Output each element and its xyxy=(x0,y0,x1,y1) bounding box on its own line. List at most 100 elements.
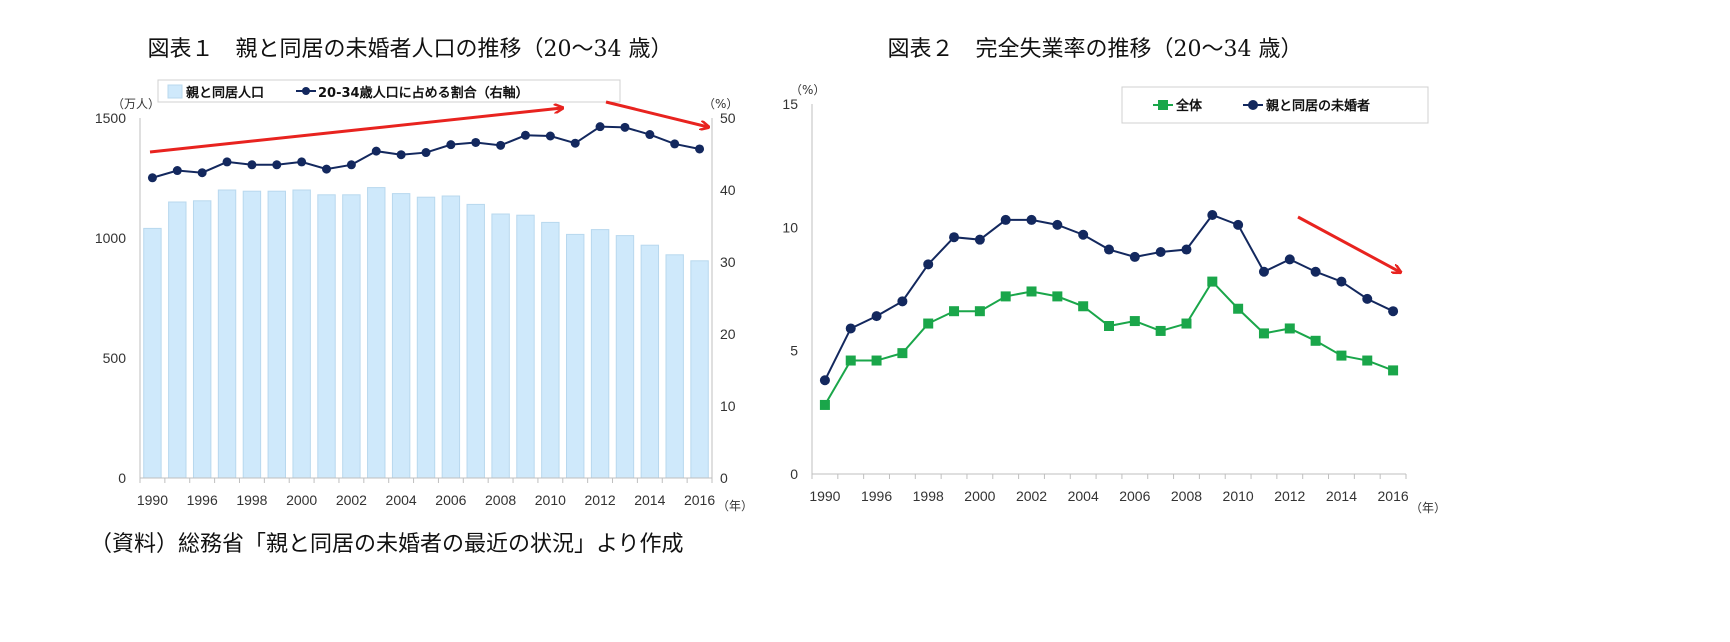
overall-point xyxy=(897,348,908,359)
x-tick-label: 2000 xyxy=(286,492,317,508)
overall-point xyxy=(1233,303,1244,314)
ratio-point xyxy=(545,131,555,141)
x-tick-label: 2014 xyxy=(1326,488,1357,504)
bar xyxy=(665,254,684,479)
left-y-tick-label: 500 xyxy=(103,350,127,366)
cohabiting-point xyxy=(1000,214,1011,225)
cohabiting-point xyxy=(819,375,830,386)
x-tick-label: 1990 xyxy=(137,492,168,508)
x-tick-label: 1996 xyxy=(187,492,218,508)
bar xyxy=(342,194,361,479)
bar xyxy=(391,193,411,479)
right-y-tick-label: 20 xyxy=(720,326,736,342)
cohabiting-point xyxy=(1052,219,1063,230)
source-note: （資料）総務省「親と同居の未婚者の最近の状況」より作成 xyxy=(90,532,684,557)
legend-line-marker xyxy=(302,87,310,95)
right-y-tick-label: 30 xyxy=(720,254,736,270)
right-y-tick-label: 40 xyxy=(720,182,736,198)
ratio-point xyxy=(272,160,282,170)
bar xyxy=(615,235,635,479)
ratio-point xyxy=(520,130,530,140)
x-tick-label: 2008 xyxy=(1171,488,1202,504)
trend-arrow-down-2 xyxy=(1297,215,1400,272)
legend-bar-swatch xyxy=(167,84,183,99)
x-tick-label: 2016 xyxy=(684,492,715,508)
ratio-point xyxy=(595,122,605,132)
overall-point xyxy=(1104,321,1114,331)
chart1-right-unit: （%） xyxy=(703,97,738,111)
legend-circle-marker xyxy=(1248,100,1258,110)
x-tick-label: 2002 xyxy=(1016,488,1047,504)
bar xyxy=(242,190,262,479)
bar xyxy=(192,200,212,479)
overall-point xyxy=(1129,316,1140,327)
x-tick-label: 2010 xyxy=(535,492,566,508)
x-tick-label: 2004 xyxy=(1068,488,1099,504)
chart1-x-unit: （年） xyxy=(717,499,753,513)
overall-point xyxy=(1026,286,1037,297)
ratio-point xyxy=(446,140,456,150)
bar xyxy=(541,221,560,479)
ratio-point xyxy=(496,140,506,150)
x-tick-label: 1998 xyxy=(236,492,267,508)
left-y-tick-label: 0 xyxy=(118,470,126,486)
bar xyxy=(217,189,237,479)
cohabiting-point xyxy=(1336,276,1347,287)
overall-point xyxy=(974,306,985,317)
overall-point xyxy=(1000,291,1011,302)
cohabiting-point xyxy=(1207,210,1218,220)
bar xyxy=(491,213,510,479)
right-y-tick-label: 0 xyxy=(720,470,728,486)
overall-line xyxy=(824,279,1394,406)
overall-point xyxy=(1052,291,1063,302)
x-tick-label: 2012 xyxy=(1274,488,1305,504)
x-tick-label: 1998 xyxy=(913,488,944,504)
chart1-title: 図表１ 親と同居の未婚者人口の推移（20～34 歳） xyxy=(148,37,673,62)
y-tick-label: 10 xyxy=(782,219,798,235)
overall-point xyxy=(819,399,830,410)
ratio-point xyxy=(297,157,307,167)
left-y-tick-label: 1500 xyxy=(95,110,126,126)
y-tick-label: 0 xyxy=(790,466,798,482)
ratio-point xyxy=(197,168,207,178)
x-tick-label: 2010 xyxy=(1223,488,1254,504)
right-y-tick-label: 50 xyxy=(720,110,736,126)
cohabiting-point xyxy=(949,232,960,243)
cohabiting-point xyxy=(897,296,908,307)
overall-point xyxy=(845,355,856,366)
x-tick-label: 2002 xyxy=(336,492,367,508)
bar xyxy=(292,189,311,479)
bar xyxy=(516,214,535,479)
cohabiting-point xyxy=(974,234,985,245)
ratio-point xyxy=(645,130,655,140)
bar xyxy=(267,190,286,479)
overall-point xyxy=(1078,301,1089,312)
ratio-point xyxy=(620,122,630,132)
cohabiting-point xyxy=(1026,214,1037,225)
bar xyxy=(143,227,162,479)
trend-arrow-down xyxy=(605,100,708,127)
cohabiting-point xyxy=(1078,229,1089,240)
overall-point xyxy=(1155,325,1166,336)
overall-point xyxy=(923,318,934,329)
x-tick-label: 2006 xyxy=(435,492,466,508)
overall-point xyxy=(1336,350,1347,361)
bar xyxy=(367,187,386,479)
x-tick-label: 2016 xyxy=(1378,488,1409,504)
overall-point xyxy=(1207,276,1218,287)
ratio-point xyxy=(247,160,257,170)
ratio-point xyxy=(396,150,406,160)
x-tick-label: 2000 xyxy=(964,488,995,504)
ratio-point xyxy=(570,138,580,148)
x-tick-label: 2006 xyxy=(1119,488,1150,504)
legend-label-line: 20-34歳人口に占める割合（右軸） xyxy=(318,85,529,101)
cohabiting-point xyxy=(845,323,856,334)
cohabiting-point xyxy=(1388,306,1399,317)
bar xyxy=(566,233,585,479)
x-tick-label: 1990 xyxy=(809,488,840,504)
cohabiting-point xyxy=(1284,254,1295,265)
cohabiting-point xyxy=(1258,266,1269,277)
y-tick-label: 5 xyxy=(790,343,798,359)
cohabiting-point xyxy=(1155,247,1166,257)
